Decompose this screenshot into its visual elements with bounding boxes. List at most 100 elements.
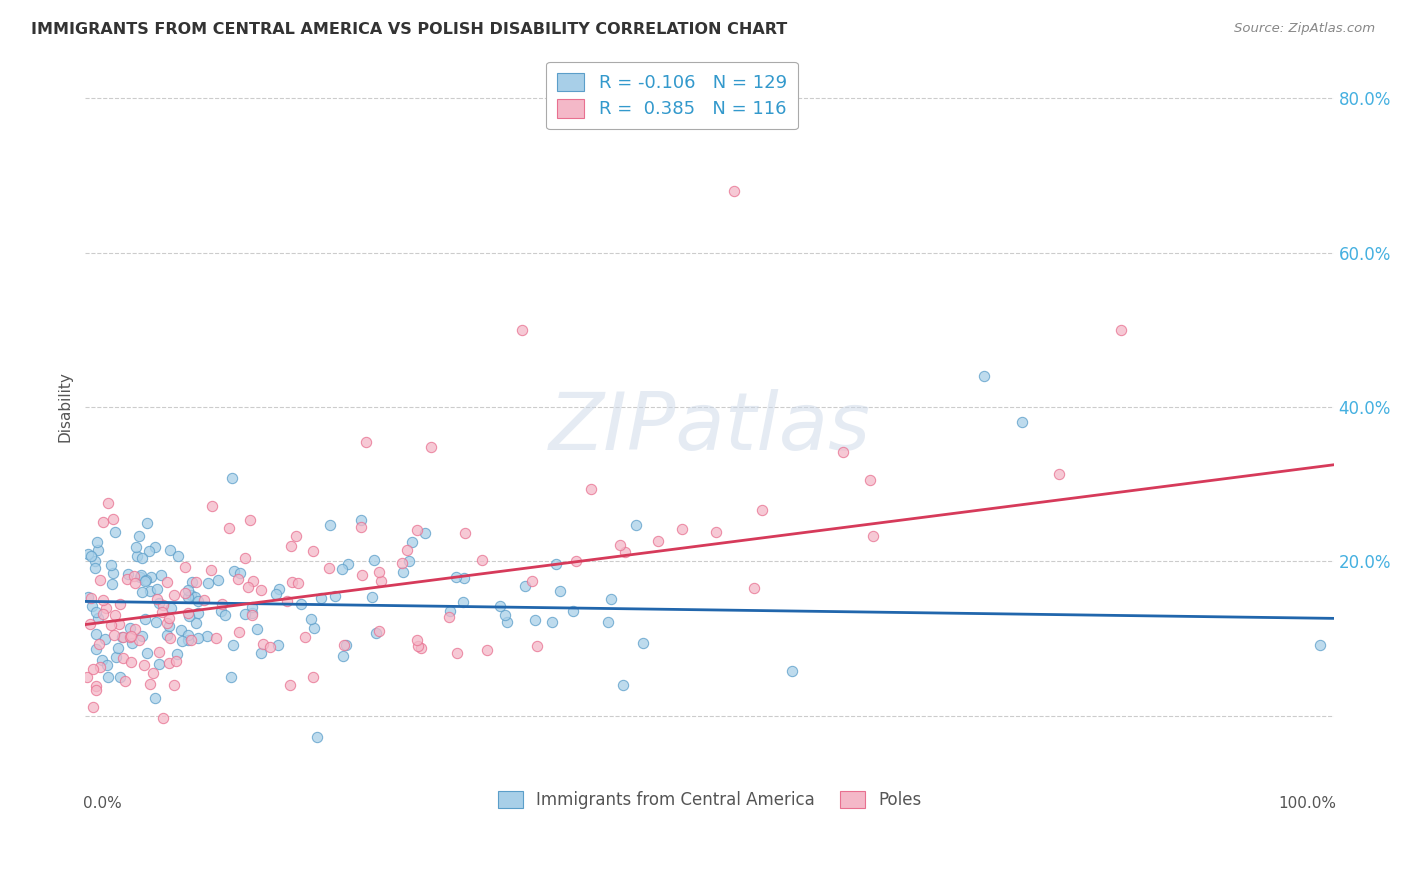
Point [209, 604, 232, 618]
Point [368, 565, 391, 579]
Point [112, 650, 135, 665]
Point [195, 629, 218, 643]
Point [146, 582, 169, 596]
Point [165, 654, 187, 668]
Point [149, 568, 172, 582]
Point [354, 434, 377, 449]
Point [156, 615, 179, 630]
Point [86, 641, 108, 656]
Point [120, 630, 142, 644]
Point [267, 639, 290, 653]
Point [170, 623, 193, 637]
Point [218, 521, 240, 535]
Point [318, 560, 340, 574]
Point [1111, 323, 1133, 337]
Point [148, 596, 170, 610]
Point [105, 650, 128, 665]
Point [548, 584, 571, 599]
Point [197, 576, 219, 591]
Point [97, 496, 120, 510]
Point [562, 604, 585, 618]
Point [84, 605, 107, 619]
Point [177, 590, 200, 604]
Point [973, 369, 995, 384]
Point [157, 611, 180, 625]
Point [510, 323, 533, 337]
Point [723, 184, 745, 198]
Point [104, 608, 127, 623]
Point [280, 539, 302, 553]
Point [79, 549, 101, 563]
Point [862, 529, 884, 543]
Legend: Immigrants from Central America, Poles: Immigrants from Central America, Poles [491, 784, 928, 815]
Point [139, 676, 162, 690]
Point [120, 655, 142, 669]
Point [444, 569, 467, 583]
Point [124, 575, 146, 590]
Point [392, 565, 415, 579]
Point [84, 627, 107, 641]
Point [84, 561, 107, 575]
Point [86, 542, 108, 557]
Point [240, 606, 263, 620]
Point [305, 731, 328, 745]
Point [401, 534, 423, 549]
Point [112, 631, 135, 645]
Point [281, 575, 304, 590]
Point [513, 579, 536, 593]
Point [405, 523, 427, 537]
Point [267, 582, 290, 597]
Point [96, 600, 118, 615]
Point [134, 574, 156, 588]
Point [156, 627, 179, 641]
Point [398, 554, 420, 568]
Point [174, 560, 197, 574]
Point [148, 645, 170, 659]
Text: 0.0%: 0.0% [83, 796, 122, 811]
Point [419, 440, 441, 454]
Point [87, 637, 110, 651]
Point [332, 648, 354, 663]
Point [139, 570, 162, 584]
Point [187, 593, 209, 607]
Point [93, 607, 115, 621]
Point [350, 568, 373, 582]
Point [540, 615, 562, 629]
Point [187, 606, 209, 620]
Point [302, 543, 325, 558]
Point [159, 631, 181, 645]
Point [250, 646, 273, 660]
Point [221, 471, 243, 485]
Point [120, 621, 142, 635]
Point [180, 588, 202, 602]
Point [287, 576, 309, 591]
Point [489, 599, 512, 613]
Point [626, 518, 648, 533]
Point [523, 613, 546, 627]
Text: IMMIGRANTS FROM CENTRAL AMERICA VS POLISH DISABILITY CORRELATION CHART: IMMIGRANTS FROM CENTRAL AMERICA VS POLIS… [31, 22, 787, 37]
Point [177, 606, 200, 620]
Point [152, 711, 174, 725]
Point [309, 591, 332, 605]
Point [148, 657, 170, 671]
Point [250, 582, 273, 597]
Point [97, 669, 120, 683]
Point [364, 626, 387, 640]
Point [704, 524, 727, 539]
Point [439, 604, 461, 618]
Point [233, 607, 256, 621]
Point [82, 662, 104, 676]
Point [363, 553, 385, 567]
Point [204, 632, 226, 646]
Point [184, 575, 207, 590]
Point [350, 519, 373, 533]
Point [406, 640, 429, 654]
Point [259, 640, 281, 655]
Point [173, 586, 195, 600]
Point [91, 515, 114, 529]
Point [233, 550, 256, 565]
Point [108, 617, 131, 632]
Point [159, 543, 181, 558]
Point [494, 607, 516, 622]
Point [125, 549, 148, 563]
